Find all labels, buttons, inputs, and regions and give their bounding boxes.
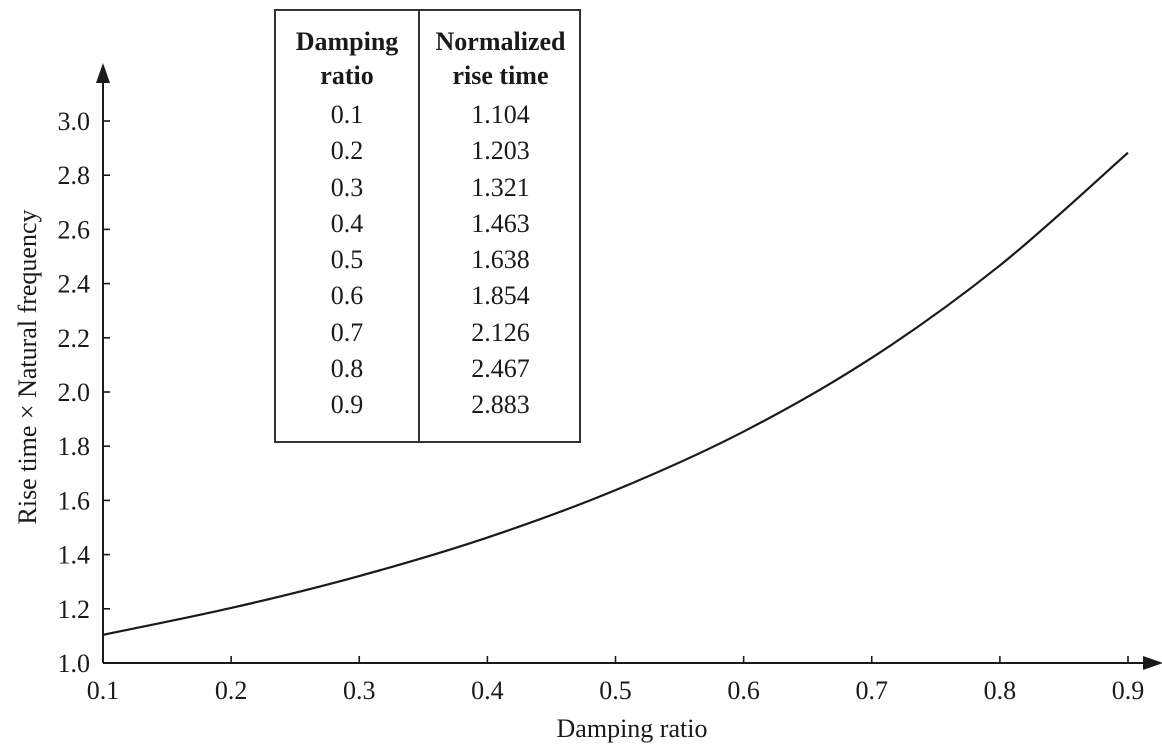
x-tick-label: 0.3 xyxy=(343,676,376,705)
x-tick-label: 0.2 xyxy=(215,676,248,705)
table-header-rise-time-text: Normalized rise time xyxy=(435,27,566,90)
table-cell-damping: 0.9 xyxy=(330,390,364,420)
table-cell-rise-time: 1.638 xyxy=(471,245,530,275)
x-tick-label: 0.1 xyxy=(87,676,120,705)
x-tick-label: 0.4 xyxy=(471,676,504,705)
x-axis-arrow xyxy=(1143,656,1162,670)
table-cell-damping: 0.6 xyxy=(330,281,364,311)
table-cell-rise-time: 2.467 xyxy=(471,354,530,384)
y-axis-label: Rise time × Natural frequency xyxy=(13,210,42,525)
table-column-rise-time: Normalized rise time 1.104 1.203 1.321 1.463… xyxy=(420,11,581,424)
x-tick-label: 0.9 xyxy=(1112,676,1145,705)
table-cell-damping: 0.1 xyxy=(330,100,364,129)
table-cell-rise-time: 2.883 xyxy=(471,390,530,420)
y-tick-label: 1.4 xyxy=(58,541,91,570)
table-divider xyxy=(418,11,420,441)
table-cell-rise-time: 1.104 xyxy=(471,100,530,129)
ticks: 0.1 0.2 0.3 0.4 0.5 0.6 0.7 0.8 0.9 1.0 1.2 1.4 1.6 1… xyxy=(58,107,1145,705)
y-tick-label: 1.0 xyxy=(58,649,91,678)
table-cell-rise-time: 1.321 xyxy=(471,172,530,202)
table-cell-damping: 0.5 xyxy=(330,245,364,275)
x-axis-label: Damping ratio xyxy=(557,714,708,743)
table-column-damping: Damping ratio 0.1 0.2 0.3 0.4 0.5 0.6 0.7 0.8 0.9 xyxy=(276,11,418,424)
table-cell-rise-time: 1.854 xyxy=(471,281,530,311)
x-tick-label: 0.7 xyxy=(856,676,889,705)
table-header-damping-text: Damping ratio xyxy=(295,27,399,90)
table-header-rise-time: Normalized rise time xyxy=(420,11,581,97)
table-header-damping: Damping ratio xyxy=(276,11,418,97)
y-tick-label: 2.6 xyxy=(58,215,91,244)
y-tick-label: 3.0 xyxy=(58,107,91,136)
table-cell-damping: 0.7 xyxy=(330,317,364,347)
y-tick-label: 2.2 xyxy=(58,324,91,353)
table-cell-damping: 0.3 xyxy=(330,172,364,202)
x-tick-label: 0.6 xyxy=(727,676,760,705)
y-tick-label: 2.0 xyxy=(58,378,91,407)
y-tick-label: 2.4 xyxy=(58,270,91,299)
table-cells-damping: 0.1 0.2 0.3 0.4 0.5 0.6 0.7 0.8 0.9 xyxy=(276,97,418,424)
rise-time-curve xyxy=(102,151,1129,636)
axes xyxy=(96,63,1162,670)
table-cells-rise-time: 1.104 1.203 1.321 1.463 1.638 1.854 2.126 2.467… xyxy=(420,97,581,424)
y-axis-arrow xyxy=(96,63,110,83)
x-tick-label: 0.5 xyxy=(599,676,632,705)
table-cell-damping: 0.8 xyxy=(330,354,364,384)
table-cell-rise-time: 1.203 xyxy=(471,136,530,166)
y-tick-label: 1.2 xyxy=(58,595,91,624)
table-cell-rise-time: 2.126 xyxy=(471,317,530,347)
y-tick-label: 1.6 xyxy=(58,486,91,515)
y-tick-label: 2.8 xyxy=(58,161,91,190)
table-cell-damping: 0.2 xyxy=(330,136,364,166)
table-cell-rise-time: 1.463 xyxy=(471,208,530,238)
y-tick-label: 1.8 xyxy=(58,432,91,461)
rise-time-table: Damping ratio 0.1 0.2 0.3 0.4 0.5 0.6 0.7 0.8 0.9… xyxy=(274,9,581,443)
x-tick-label: 0.8 xyxy=(984,676,1017,705)
table-cell-damping: 0.4 xyxy=(330,208,364,238)
